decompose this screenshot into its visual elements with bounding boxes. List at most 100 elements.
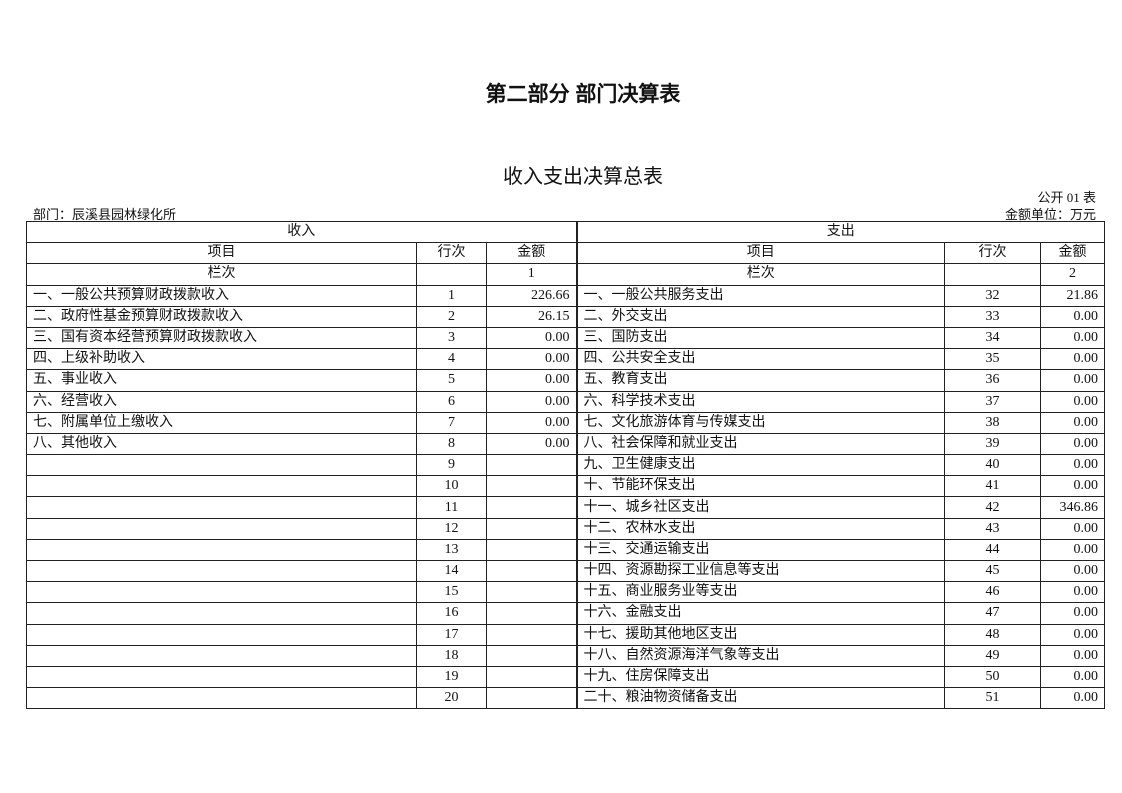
- expense-amount-header: 金额: [1041, 243, 1105, 264]
- cell-in-amt: [487, 645, 577, 666]
- cell-in-amt: [487, 624, 577, 645]
- cell-in-item: 六、经营收入: [27, 391, 417, 412]
- expense-column-label: 栏次: [577, 264, 945, 285]
- cell-in-amt: [487, 455, 577, 476]
- cell-in-no: 1: [417, 285, 487, 306]
- cell-in-no: 12: [417, 518, 487, 539]
- table-row: 12十二、农林水支出430.00: [27, 518, 1105, 539]
- cell-in-no: 19: [417, 666, 487, 687]
- cell-ex-item: 三、国防支出: [577, 327, 945, 348]
- cell-ex-item: 九、卫生健康支出: [577, 455, 945, 476]
- cell-in-no: 3: [417, 327, 487, 348]
- table-row: 二、政府性基金预算财政拨款收入226.15二、外交支出330.00: [27, 306, 1105, 327]
- cell-in-item: [27, 645, 417, 666]
- cell-in-item: [27, 582, 417, 603]
- table-row: 16十六、金融支出470.00: [27, 603, 1105, 624]
- cell-ex-amt: 0.00: [1041, 666, 1105, 687]
- table-row: 11十一、城乡社区支出42346.86: [27, 497, 1105, 518]
- income-line-header: 行次: [417, 243, 487, 264]
- cell-in-no: 11: [417, 497, 487, 518]
- cell-in-amt: [487, 476, 577, 497]
- cell-ex-item: 十六、金融支出: [577, 603, 945, 624]
- cell-ex-amt: 0.00: [1041, 561, 1105, 582]
- cell-ex-amt: 21.86: [1041, 285, 1105, 306]
- cell-in-amt: [487, 497, 577, 518]
- cell-ex-item: 十二、农林水支出: [577, 518, 945, 539]
- section-header-row: 收入 支出: [27, 222, 1105, 243]
- cell-in-no: 7: [417, 412, 487, 433]
- table-row: 一、一般公共预算财政拨款收入1226.66一、一般公共服务支出3221.86: [27, 285, 1105, 306]
- cell-in-no: 5: [417, 370, 487, 391]
- cell-in-no: 4: [417, 349, 487, 370]
- column-header-row: 项目 行次 金额 项目 行次 金额: [27, 243, 1105, 264]
- income-amount-header: 金额: [487, 243, 577, 264]
- cell-ex-no: 39: [945, 433, 1041, 454]
- cell-in-amt: 0.00: [487, 349, 577, 370]
- cell-ex-amt: 0.00: [1041, 327, 1105, 348]
- table-row: 13十三、交通运输支出440.00: [27, 539, 1105, 560]
- table-row: 15十五、商业服务业等支出460.00: [27, 582, 1105, 603]
- cell-ex-amt: 0.00: [1041, 539, 1105, 560]
- cell-in-no: 15: [417, 582, 487, 603]
- cell-ex-item: 二十、粮油物资储备支出: [577, 688, 945, 709]
- empty-cell: [417, 264, 487, 285]
- cell-in-amt: [487, 666, 577, 687]
- cell-ex-no: 50: [945, 666, 1041, 687]
- cell-in-item: [27, 518, 417, 539]
- cell-in-item: [27, 624, 417, 645]
- cell-in-item: [27, 666, 417, 687]
- income-expense-table: 收入 支出 项目 行次 金额 项目 行次 金额 栏次 1 栏次 2 一、一般公共…: [26, 221, 1105, 709]
- cell-ex-item: 十八、自然资源海洋气象等支出: [577, 645, 945, 666]
- cell-in-item: 八、其他收入: [27, 433, 417, 454]
- cell-ex-no: 32: [945, 285, 1041, 306]
- cell-ex-no: 35: [945, 349, 1041, 370]
- cell-in-item: [27, 476, 417, 497]
- expense-item-header: 项目: [577, 243, 945, 264]
- cell-ex-item: 六、科学技术支出: [577, 391, 945, 412]
- cell-in-no: 14: [417, 561, 487, 582]
- cell-in-no: 20: [417, 688, 487, 709]
- cell-in-item: 七、附属单位上缴收入: [27, 412, 417, 433]
- cell-ex-amt: 0.00: [1041, 455, 1105, 476]
- cell-ex-no: 42: [945, 497, 1041, 518]
- table-row: 六、经营收入60.00六、科学技术支出370.00: [27, 391, 1105, 412]
- cell-in-item: 三、国有资本经营预算财政拨款收入: [27, 327, 417, 348]
- cell-ex-amt: 0.00: [1041, 412, 1105, 433]
- cell-ex-amt: 0.00: [1041, 349, 1105, 370]
- table-row: 五、事业收入50.00五、教育支出360.00: [27, 370, 1105, 391]
- cell-in-amt: 0.00: [487, 433, 577, 454]
- cell-ex-item: 七、文化旅游体育与传媒支出: [577, 412, 945, 433]
- cell-ex-no: 36: [945, 370, 1041, 391]
- cell-ex-no: 43: [945, 518, 1041, 539]
- cell-ex-item: 十四、资源勘探工业信息等支出: [577, 561, 945, 582]
- cell-in-amt: [487, 603, 577, 624]
- cell-in-no: 13: [417, 539, 487, 560]
- cell-ex-no: 49: [945, 645, 1041, 666]
- cell-in-item: [27, 455, 417, 476]
- cell-ex-item: 十七、援助其他地区支出: [577, 624, 945, 645]
- cell-ex-no: 34: [945, 327, 1041, 348]
- table-row: 八、其他收入80.00八、社会保障和就业支出390.00: [27, 433, 1105, 454]
- cell-in-item: [27, 497, 417, 518]
- cell-in-no: 17: [417, 624, 487, 645]
- table-row: 9九、卫生健康支出400.00: [27, 455, 1105, 476]
- cell-ex-amt: 0.00: [1041, 582, 1105, 603]
- table-row: 19十九、住房保障支出500.00: [27, 666, 1105, 687]
- expense-column-number: 2: [1041, 264, 1105, 285]
- cell-ex-amt: 0.00: [1041, 688, 1105, 709]
- cell-ex-amt: 0.00: [1041, 391, 1105, 412]
- cell-ex-item: 四、公共安全支出: [577, 349, 945, 370]
- cell-in-item: [27, 603, 417, 624]
- cell-ex-no: 45: [945, 561, 1041, 582]
- cell-ex-no: 44: [945, 539, 1041, 560]
- expense-header: 支出: [577, 222, 1105, 243]
- cell-in-item: 一、一般公共预算财政拨款收入: [27, 285, 417, 306]
- expense-line-header: 行次: [945, 243, 1041, 264]
- table-row: 四、上级补助收入40.00四、公共安全支出350.00: [27, 349, 1105, 370]
- cell-ex-amt: 0.00: [1041, 306, 1105, 327]
- cell-in-no: 8: [417, 433, 487, 454]
- table-title: 收入支出决算总表: [0, 160, 1122, 189]
- cell-ex-no: 51: [945, 688, 1041, 709]
- cell-in-amt: [487, 561, 577, 582]
- cell-in-amt: 0.00: [487, 391, 577, 412]
